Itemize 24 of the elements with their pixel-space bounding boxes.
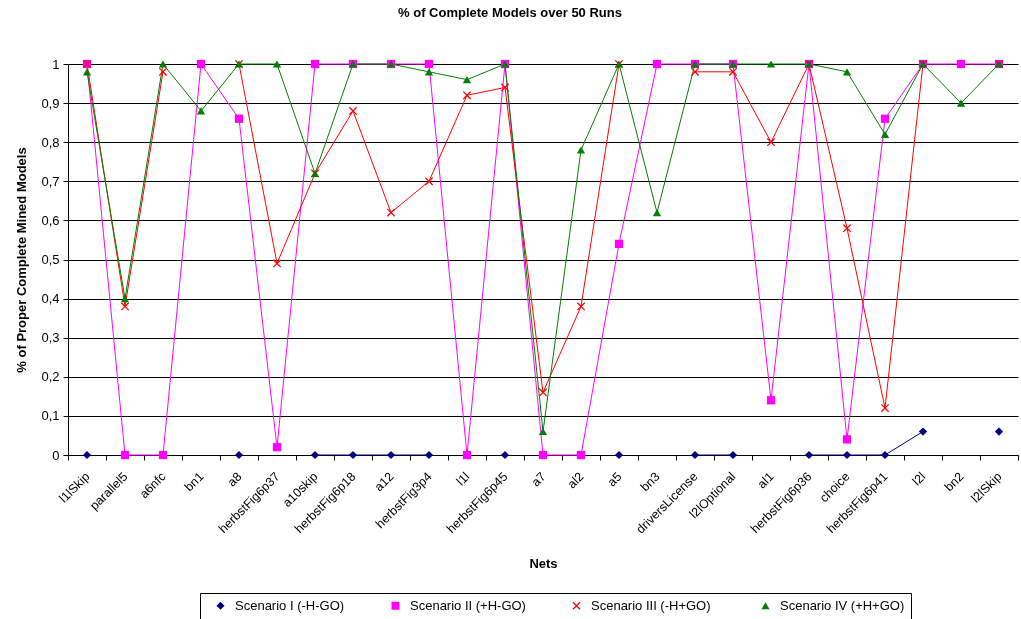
x-tick-label: a7 bbox=[528, 469, 549, 490]
x-axis-title: Nets bbox=[529, 556, 558, 572]
x-tick-label: l2l bbox=[909, 469, 929, 489]
y-axis-title: % of Proper Complete Mined Models bbox=[14, 147, 30, 373]
y-tick-label: 0,9 bbox=[41, 95, 60, 111]
legend-label: Scenario III (-H+GO) bbox=[591, 597, 711, 613]
y-tick-label: 0,3 bbox=[41, 330, 60, 346]
legend-label: Scenario IV (+H+GO) bbox=[780, 597, 905, 613]
y-tick-label: 0,7 bbox=[41, 173, 60, 189]
x-tick-label: bn1 bbox=[181, 469, 207, 495]
x-tick-label: a5 bbox=[604, 469, 625, 490]
y-tick-label: 0,8 bbox=[41, 134, 60, 150]
y-tick-label: 0,4 bbox=[41, 291, 60, 307]
legend-label: Scenario II (+H-GO) bbox=[410, 597, 526, 613]
chart-title: % of Complete Models over 50 Runs bbox=[398, 5, 622, 20]
legend-label: Scenario I (-H-GO) bbox=[235, 597, 345, 613]
x-tick-label: al2 bbox=[564, 469, 587, 492]
y-tick-label: 0,5 bbox=[41, 252, 60, 267]
y-tick-label: 0,2 bbox=[41, 369, 60, 385]
y-tick-label: 0,1 bbox=[41, 408, 60, 424]
y-tick-label: 1 bbox=[52, 56, 60, 72]
y-tick-label: 0 bbox=[52, 447, 60, 463]
y-tick-label: 0,6 bbox=[41, 212, 60, 228]
x-tick-label: bn2 bbox=[941, 469, 967, 495]
